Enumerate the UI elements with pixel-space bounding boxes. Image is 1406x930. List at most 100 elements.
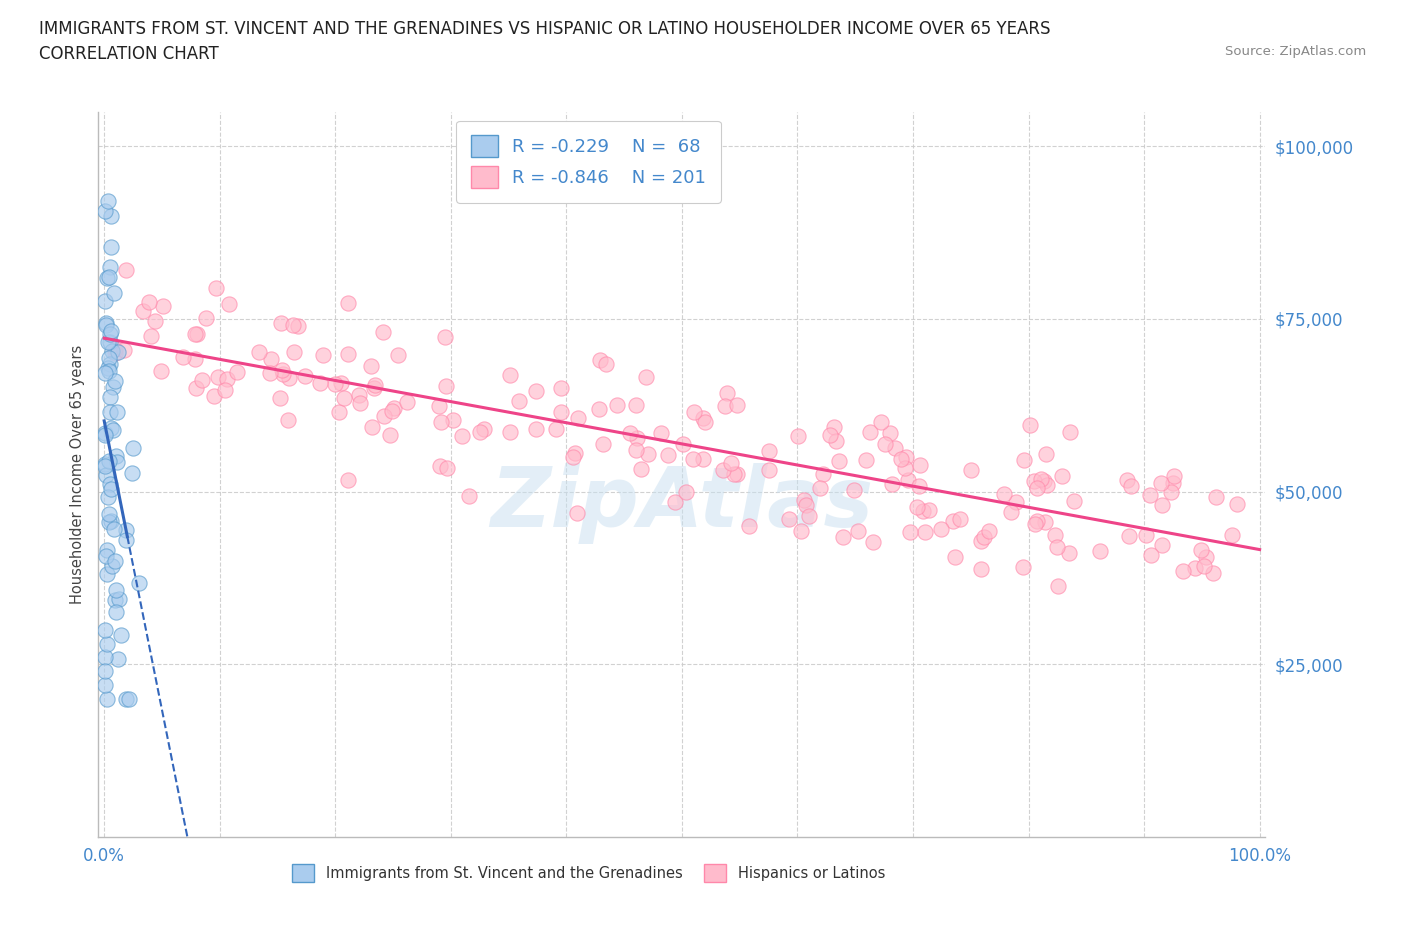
Point (373, 408, 395, 423)
Point (824, 434, 846, 449)
Point (1033, 473, 1056, 488)
Point (1022, 473, 1045, 488)
Point (202, 389, 225, 404)
Point (312, 348, 335, 363)
Point (1014, 453, 1036, 468)
Point (94, 678, 117, 693)
Point (905, 499, 928, 514)
Point (1026, 481, 1049, 496)
Point (1202, 565, 1225, 580)
Point (911, 503, 934, 518)
Point (96, 315, 118, 330)
Point (873, 436, 896, 451)
Point (1121, 478, 1143, 493)
Point (104, 582, 127, 597)
Point (103, 422, 125, 437)
Point (499, 425, 522, 440)
Point (427, 399, 450, 414)
Point (101, 558, 124, 573)
Point (100, 344, 122, 359)
Point (880, 477, 903, 492)
Point (247, 345, 270, 360)
Point (890, 451, 912, 466)
Point (434, 329, 457, 344)
Point (115, 533, 138, 548)
Point (859, 424, 882, 439)
Point (1118, 528, 1140, 543)
Point (808, 480, 831, 495)
Point (97, 361, 120, 376)
Point (725, 397, 748, 412)
Point (186, 327, 208, 342)
Point (104, 345, 127, 360)
Point (94, 294, 117, 309)
Point (567, 411, 589, 426)
Point (141, 328, 163, 343)
Point (624, 397, 647, 412)
Point (114, 263, 136, 278)
Point (664, 495, 686, 510)
Point (207, 370, 229, 385)
Point (98, 357, 121, 372)
Point (862, 535, 884, 550)
Point (360, 419, 382, 434)
Point (789, 524, 811, 538)
Point (217, 371, 239, 386)
Point (94, 427, 117, 442)
Point (97, 514, 120, 529)
Point (758, 463, 780, 478)
Point (1205, 490, 1227, 505)
Point (716, 385, 738, 400)
Point (98, 335, 121, 350)
Point (94, 664, 117, 679)
Point (682, 451, 704, 466)
Point (1059, 424, 1081, 439)
Point (725, 466, 748, 481)
Point (108, 592, 131, 607)
Point (1024, 517, 1046, 532)
Point (499, 368, 522, 383)
Point (1063, 493, 1085, 508)
Point (970, 562, 993, 577)
Point (908, 458, 931, 473)
Point (720, 456, 742, 471)
Point (100, 239, 122, 254)
Point (271, 366, 294, 381)
Point (1035, 514, 1057, 529)
Point (828, 453, 851, 468)
Point (682, 405, 704, 419)
Point (309, 376, 332, 391)
Point (970, 534, 993, 549)
Point (855, 453, 877, 468)
Point (328, 405, 350, 419)
Point (332, 391, 354, 405)
Point (132, 303, 155, 318)
Point (104, 374, 127, 389)
Point (287, 319, 309, 334)
Point (550, 380, 572, 395)
Point (278, 371, 301, 386)
Point (325, 377, 347, 392)
Point (100, 482, 122, 497)
Point (692, 451, 714, 466)
Point (349, 396, 371, 411)
Point (657, 447, 679, 462)
Point (738, 519, 761, 534)
Point (606, 397, 628, 412)
Point (149, 364, 172, 379)
Point (218, 297, 240, 312)
Point (97, 489, 120, 504)
Point (524, 421, 547, 436)
Point (363, 380, 385, 395)
Point (1012, 560, 1035, 575)
Point (105, 449, 128, 464)
Point (818, 428, 841, 443)
Point (1045, 539, 1067, 554)
Point (636, 369, 658, 384)
Point (430, 415, 453, 430)
Point (929, 522, 952, 537)
Point (1116, 472, 1139, 487)
Point (846, 524, 869, 538)
Point (96, 567, 118, 582)
Point (184, 380, 207, 395)
